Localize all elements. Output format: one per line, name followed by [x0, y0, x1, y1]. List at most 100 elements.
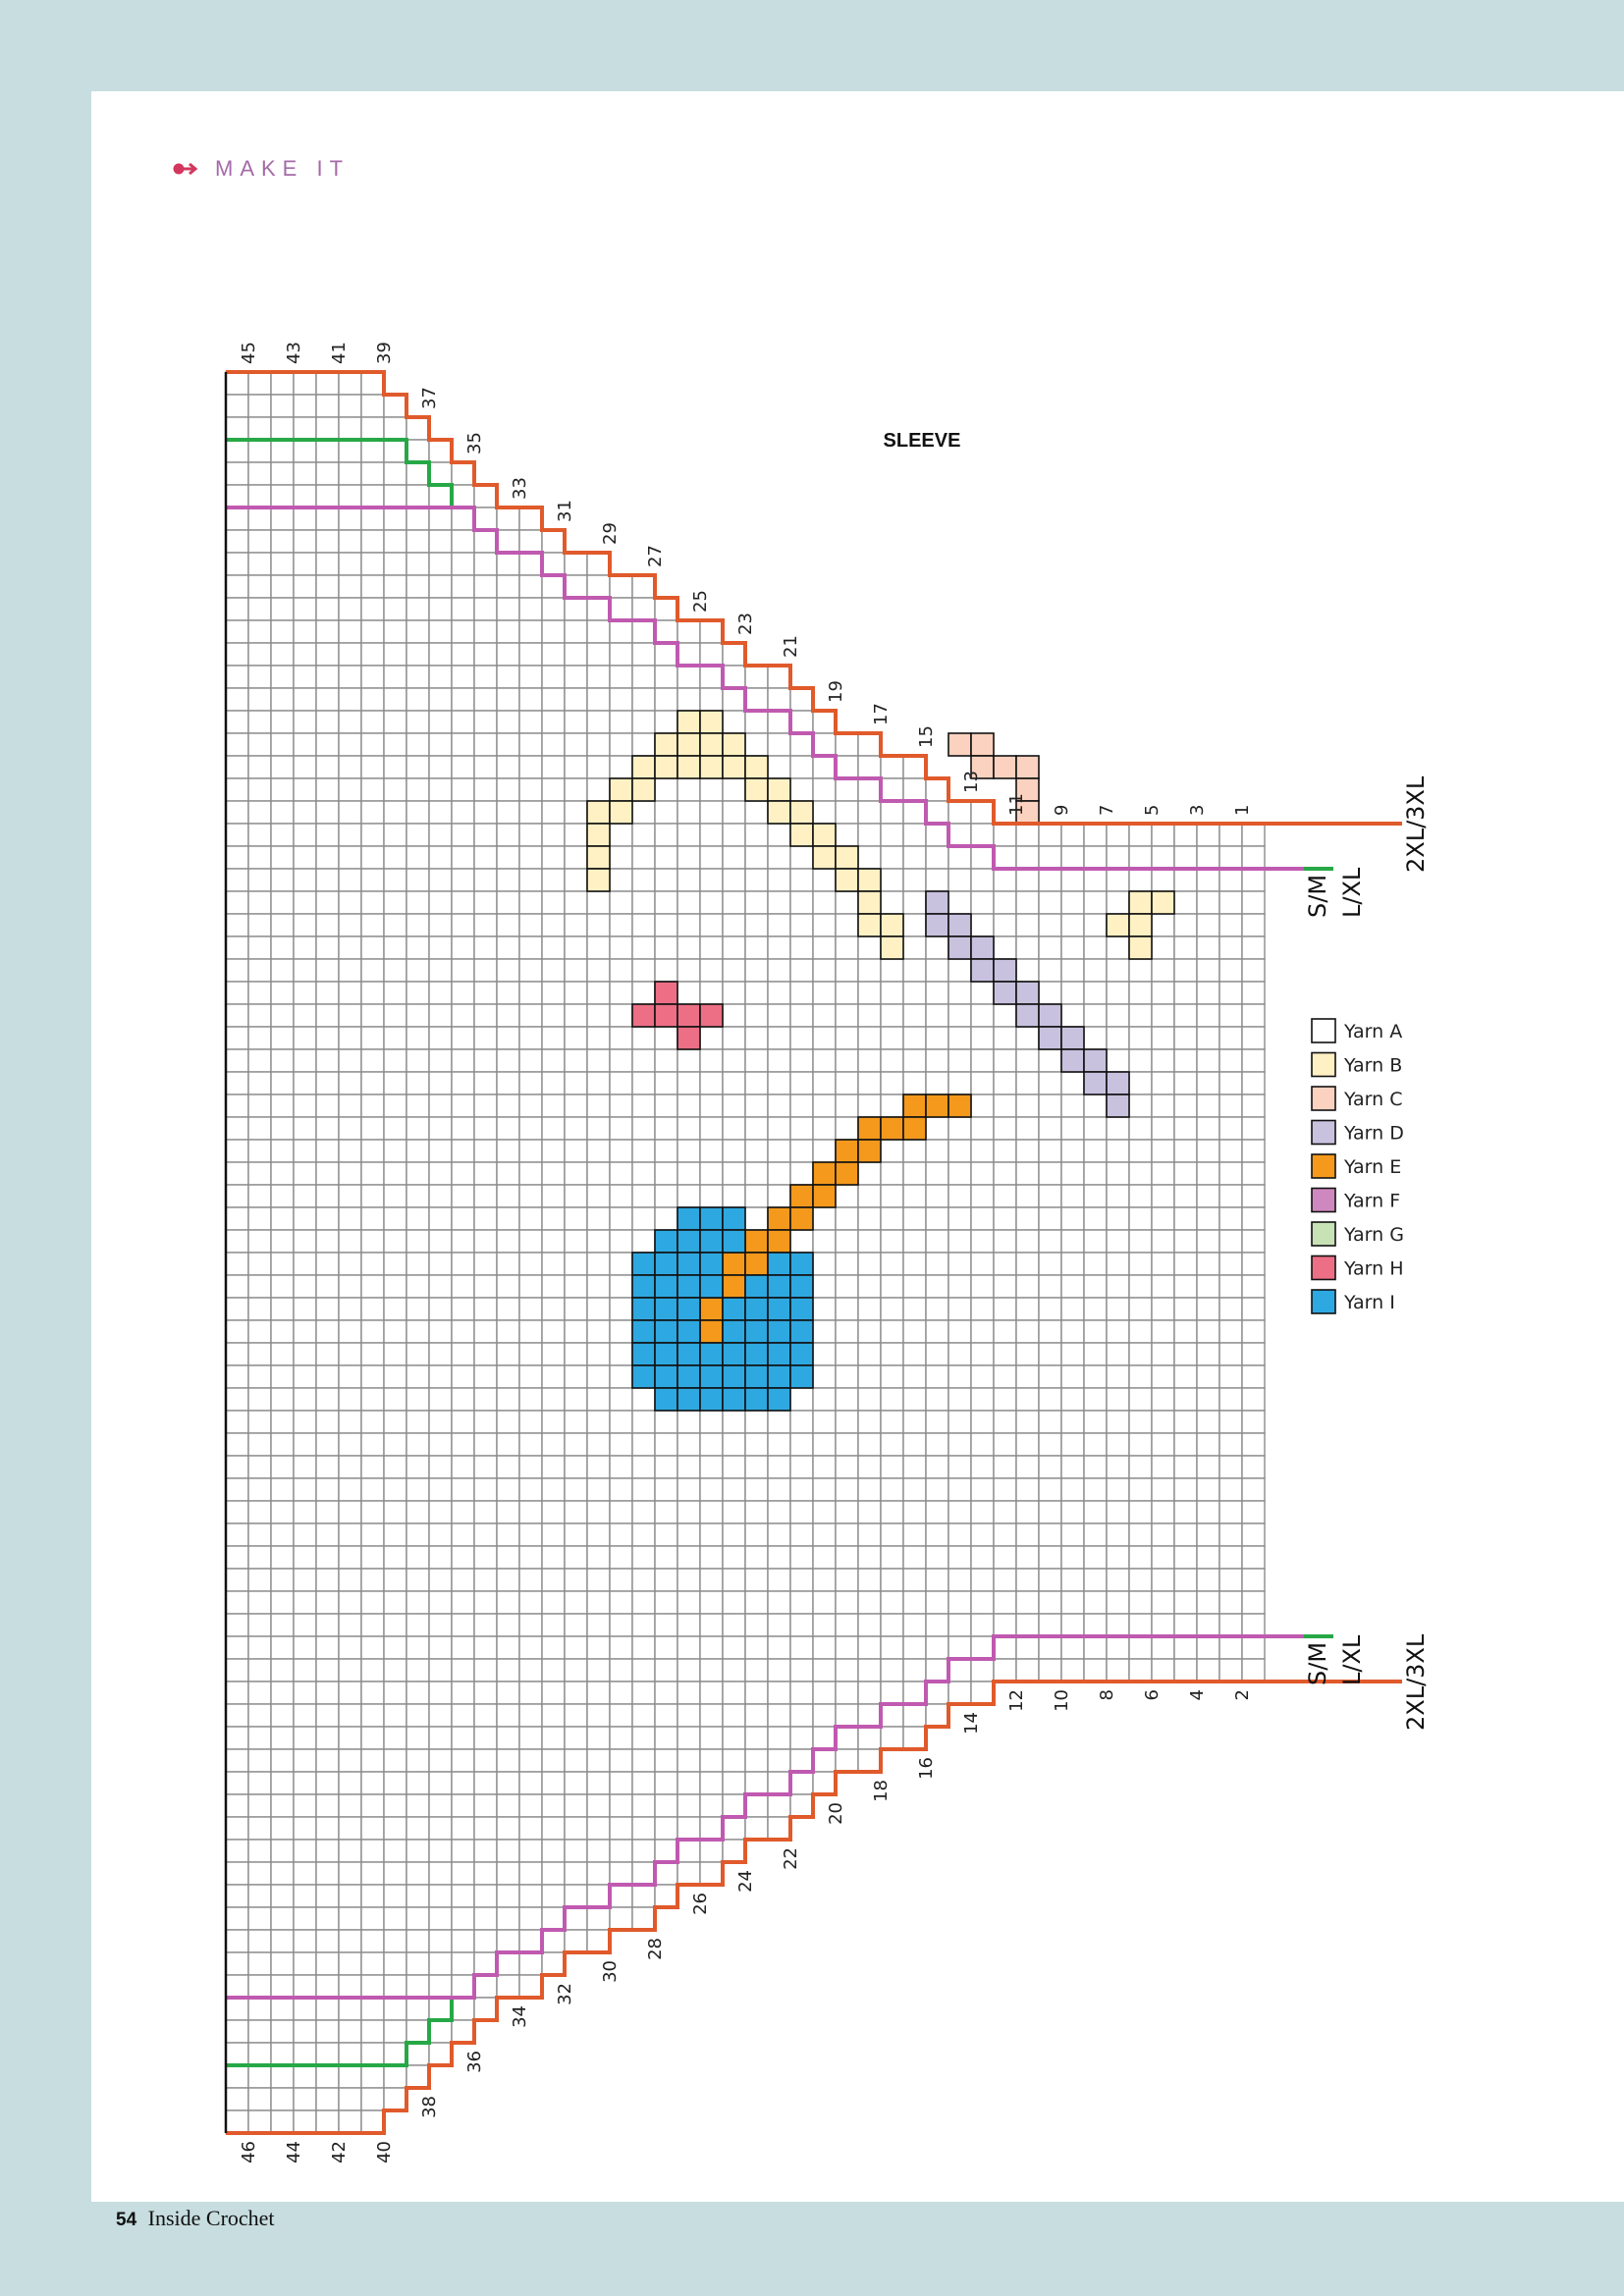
grid-cell [1196, 981, 1220, 1005]
grid-cell [496, 619, 520, 644]
grid-cell [947, 1342, 972, 1366]
grid-cell [789, 935, 814, 960]
grid-cell [1218, 1635, 1243, 1660]
grid-cell [315, 1229, 340, 1254]
grid-cell [812, 1703, 837, 1728]
grid-cell [564, 1906, 588, 1931]
grid-cell [564, 597, 588, 621]
grid-cell [1060, 1455, 1085, 1479]
grid-cell [631, 642, 656, 667]
grid-cell [518, 1681, 543, 1705]
grid-cell [315, 1681, 340, 1705]
grid-cell [947, 1139, 972, 1163]
grid-cell [586, 642, 611, 667]
grid-cell [722, 1793, 746, 1818]
grid-cell [315, 1545, 340, 1570]
grid-cell [609, 1274, 633, 1299]
grid-cell [247, 394, 272, 418]
grid-cell [970, 1342, 995, 1366]
grid-cell [699, 1500, 724, 1524]
grid-cell [473, 1861, 498, 1886]
grid-cell [1173, 1003, 1198, 1028]
grid-cell [428, 958, 453, 983]
grid-cell [564, 1658, 588, 1682]
grid-cell [541, 665, 566, 689]
grid-cell [1196, 1319, 1220, 1344]
grid-cell [767, 935, 791, 960]
grid-cell [880, 1184, 904, 1208]
grid-cell [744, 1161, 769, 1186]
grid-cell [225, 1726, 249, 1750]
grid-cell [789, 1500, 814, 1524]
grid-cell [247, 958, 272, 983]
grid-cell [947, 1522, 972, 1547]
grid-cell [360, 619, 385, 644]
grid-cell [564, 1839, 588, 1863]
grid-cell [744, 1590, 769, 1615]
grid-cell [473, 1297, 498, 1321]
grid-cell [406, 687, 430, 712]
grid-cell [496, 1342, 520, 1366]
grid-cell [315, 1997, 340, 2021]
grid-cell [1196, 1003, 1220, 1028]
grid-cell [586, 1590, 611, 1615]
grid-cell [1015, 1455, 1040, 1479]
motif-stitch [654, 1229, 678, 1254]
grid-cell [518, 1861, 543, 1886]
grid-cell [812, 1116, 837, 1141]
grid-cell [518, 1477, 543, 1502]
grid-cell [722, 665, 746, 689]
grid-cell [1241, 1229, 1266, 1254]
grid-cell [744, 1703, 769, 1728]
grid-cell [496, 1161, 520, 1186]
legend-label: Yarn D [1343, 1123, 1404, 1145]
grid-cell [1241, 1500, 1266, 1524]
grid-cell [947, 1364, 972, 1389]
grid-cell [564, 981, 588, 1005]
grid-cell [631, 823, 656, 847]
grid-cell [1196, 1252, 1220, 1276]
grid-cell [1241, 1026, 1266, 1050]
row-label-odd: 7 [1097, 805, 1117, 816]
grid-cell [1083, 1026, 1108, 1050]
grid-cell [1128, 1432, 1153, 1457]
grid-cell [247, 2064, 272, 2089]
grid-cell [451, 845, 475, 870]
grid-cell [609, 1048, 633, 1073]
grid-cell [496, 1748, 520, 1773]
grid-cell [383, 1568, 407, 1592]
grid-cell [654, 642, 678, 667]
motif-stitch [767, 800, 791, 825]
grid-cell [1015, 1297, 1040, 1321]
grid-cell [428, 913, 453, 937]
grid-cell [654, 1793, 678, 1818]
grid-cell [496, 710, 520, 734]
grid-cell [315, 619, 340, 644]
grid-cell [293, 1297, 317, 1321]
grid-cell [1241, 913, 1266, 937]
grid-cell [609, 597, 633, 621]
grid-cell [518, 868, 543, 892]
motif-stitch [744, 1297, 769, 1321]
grid-cell [1015, 845, 1040, 870]
grid-cell [1015, 1026, 1040, 1050]
grid-cell [225, 1793, 249, 1818]
grid-cell [225, 1884, 249, 1908]
grid-cell [631, 1432, 656, 1457]
grid-cell [473, 1432, 498, 1457]
grid-cell [315, 2087, 340, 2111]
grid-cell [225, 1635, 249, 1660]
grid-cell [225, 394, 249, 418]
grid-cell [1038, 913, 1062, 937]
grid-cell [338, 1161, 362, 1186]
grid-cell [247, 913, 272, 937]
grid-cell [902, 1297, 927, 1321]
grid-cell [722, 913, 746, 937]
grid-cell [1060, 1545, 1085, 1570]
grid-cell [518, 1906, 543, 1931]
grid-cell [473, 1771, 498, 1795]
grid-cell [970, 1026, 995, 1050]
grid-cell [654, 800, 678, 825]
grid-cell [812, 777, 837, 802]
grid-cell [993, 1590, 1017, 1615]
